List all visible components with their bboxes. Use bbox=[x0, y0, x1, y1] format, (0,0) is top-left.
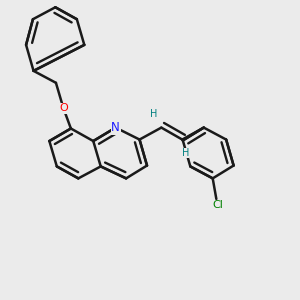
Text: H: H bbox=[150, 109, 158, 119]
Text: O: O bbox=[59, 103, 68, 113]
Text: Cl: Cl bbox=[212, 200, 223, 210]
Text: H: H bbox=[182, 148, 189, 158]
Text: N: N bbox=[111, 121, 120, 134]
